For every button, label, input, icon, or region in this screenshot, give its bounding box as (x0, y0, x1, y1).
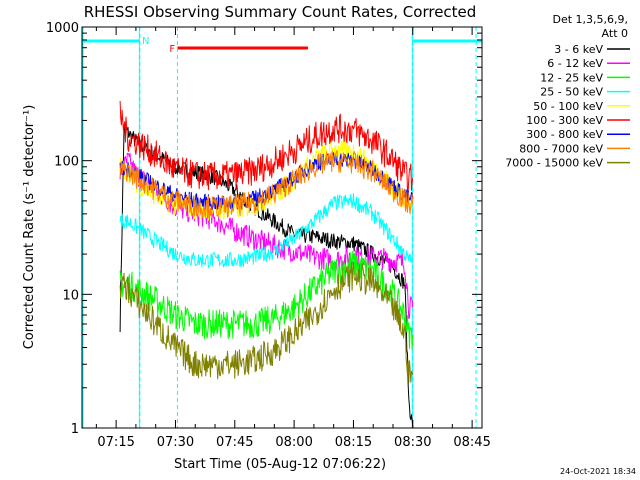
series-12-25-kev (119, 250, 414, 350)
x-tick-label-0: 07:15 (97, 435, 134, 450)
series-6-12-kev (119, 152, 414, 319)
x-tick-label-6: 08:45 (453, 435, 490, 450)
series-layer (119, 100, 414, 429)
x-axis-title: Start Time (05-Aug-12 07:06:22) (174, 457, 386, 472)
plot-frame (81, 26, 483, 429)
legend-label-6-12-kev: 6 - 12 keV (547, 57, 603, 70)
flare-layer: FN (82, 27, 482, 428)
legend-label-7000-15000-kev: 7000 - 15000 keV (505, 157, 603, 170)
legend-label-300-800-kev: 300 - 800 keV (526, 128, 603, 141)
y-axis-title: Corrected Count Rate (s⁻¹ detector⁻¹) (22, 105, 37, 350)
x-tick-label-5: 08:30 (394, 435, 431, 450)
y-tick-label-3: 1000 (46, 21, 79, 36)
legend-title-line1: Det 1,3,5,6,9, (552, 13, 628, 26)
series-100-300-kev (119, 100, 414, 192)
series-25-50-kev (119, 193, 414, 269)
series-800-7000-kev (119, 150, 414, 219)
y-tick-label-2: 100 (54, 155, 79, 170)
x-tick-label-4: 08:15 (335, 435, 372, 450)
legend-title-line2: Att 0 (602, 27, 628, 40)
series-7000-15000-kev (119, 261, 414, 383)
legend-label-25-50-kev: 25 - 50 keV (540, 86, 603, 99)
legend-label-800-7000-kev: 800 - 7000 keV (519, 142, 603, 155)
legend-label-100-300-kev: 100 - 300 keV (526, 114, 603, 127)
legend-label-50-100-kev: 50 - 100 keV (533, 100, 603, 113)
x-tick-label-1: 07:30 (157, 435, 194, 450)
annotation-f: F (169, 44, 175, 55)
legend-label-3-6-kev: 3 - 6 keV (554, 43, 603, 56)
annotation-n: N (142, 36, 149, 47)
tick-layer: 07:15 07:30 07:45 08:00 08:15 08:30 08:45 1 10 10… (46, 21, 491, 450)
legend-label-12-25-kev: 12 - 25 keV (540, 71, 603, 84)
timestamp: 24-Oct-2021 18:34 (560, 467, 636, 476)
x-tick-label-2: 07:45 (216, 435, 253, 450)
y-tick-label-0: 1 (71, 422, 79, 437)
series-3-6-kev (119, 124, 414, 429)
x-tick-label-3: 08:00 (275, 435, 312, 450)
y-tick-label-1: 10 (62, 288, 79, 303)
chart-title: RHESSI Observing Summary Count Rates, Co… (84, 3, 477, 21)
